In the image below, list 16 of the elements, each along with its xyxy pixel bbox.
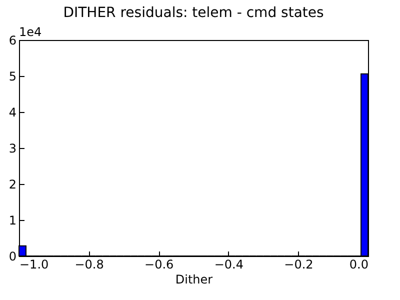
text: 1e4 [19,25,42,39]
chart-title: DITHER residuals: telem - cmd states [63,5,324,21]
x-tick-label: −1.0 [20,258,49,272]
y-tick-label: 6 [8,34,16,48]
y-tick-label: 1 [8,214,16,228]
x-tick-label: −0.8 [74,258,104,272]
y-tick-label: 4 [8,106,16,120]
x-tick-label: 0.0 [349,258,368,272]
y-tick-label: 0 [8,250,16,264]
y-tick-label: 3 [8,142,16,156]
x-tick-label: −0.2 [284,258,314,272]
y-tick-label: 5 [8,70,16,84]
x-axis-title: Dither [175,272,213,286]
y-tick-label: 2 [8,178,16,192]
x-tick-label: −0.6 [144,258,174,272]
x-tick-label: −0.4 [214,258,244,272]
